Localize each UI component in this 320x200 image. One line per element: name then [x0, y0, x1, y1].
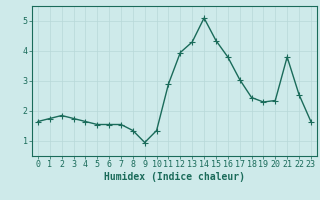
- X-axis label: Humidex (Indice chaleur): Humidex (Indice chaleur): [104, 172, 245, 182]
